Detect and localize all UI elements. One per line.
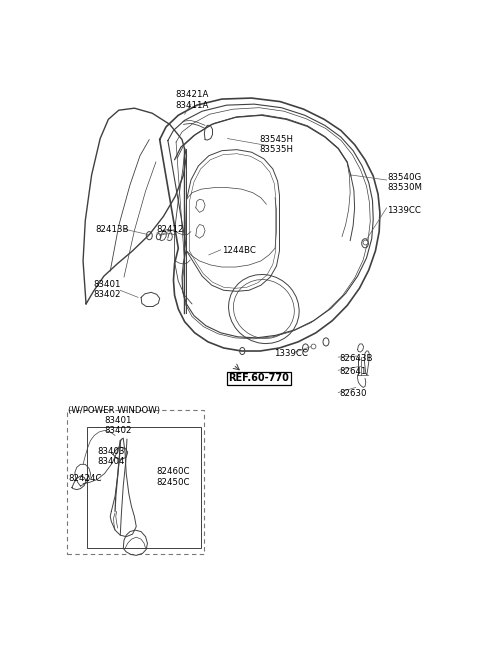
Text: 82412: 82412 <box>156 225 183 234</box>
Text: 82630: 82630 <box>339 389 367 398</box>
Text: 1244BC: 1244BC <box>222 246 256 256</box>
Text: 82641: 82641 <box>339 367 367 376</box>
Text: REF.60-770: REF.60-770 <box>228 373 289 383</box>
Text: 82643B: 82643B <box>339 353 372 363</box>
Text: 82413B: 82413B <box>96 225 129 234</box>
Bar <box>67 410 204 555</box>
Text: 82424C: 82424C <box>68 474 102 483</box>
Text: 83421A
83411A: 83421A 83411A <box>175 91 209 110</box>
Text: 83401
83402: 83401 83402 <box>104 416 132 435</box>
Text: 82460C
82450C: 82460C 82450C <box>156 467 190 487</box>
Text: (W/POWER WINDOW): (W/POWER WINDOW) <box>68 406 160 415</box>
Text: 83403
83404: 83403 83404 <box>97 447 125 466</box>
Text: 83401
83402: 83401 83402 <box>94 280 121 300</box>
Bar <box>87 427 202 549</box>
Text: 1339CC: 1339CC <box>387 206 421 215</box>
Text: 83545H
83535H: 83545H 83535H <box>259 135 293 154</box>
Text: 1339CC: 1339CC <box>274 348 308 357</box>
Text: 83540G
83530M: 83540G 83530M <box>387 173 422 193</box>
